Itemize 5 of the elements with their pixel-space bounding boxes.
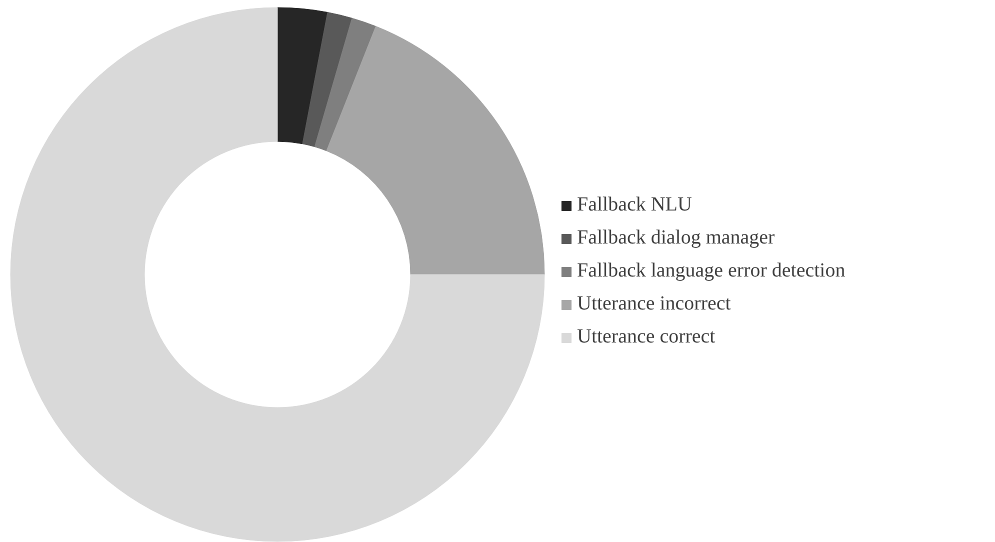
legend-label: Fallback dialog manager [577,226,775,250]
legend-label: Utterance correct [577,326,716,348]
legend-label: Fallback language error detection [577,260,846,282]
legend-label: Fallback NLU [577,194,692,216]
legend-label: Utterance incorrect [577,292,731,316]
